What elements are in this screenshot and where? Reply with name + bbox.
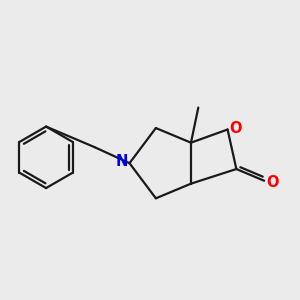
Text: O: O: [230, 121, 242, 136]
Text: O: O: [266, 175, 279, 190]
Text: N: N: [116, 154, 128, 169]
